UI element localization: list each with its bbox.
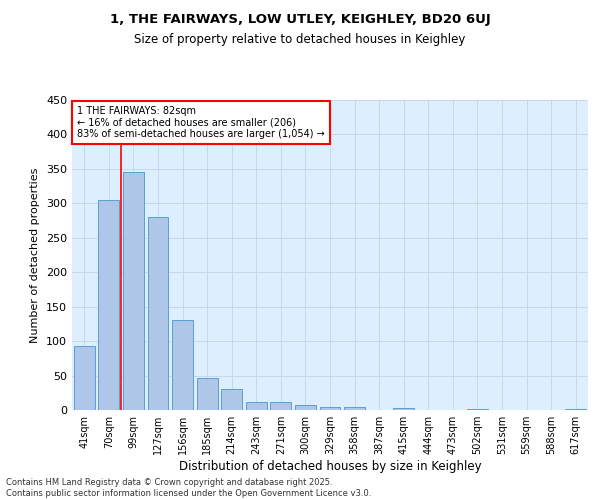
X-axis label: Distribution of detached houses by size in Keighley: Distribution of detached houses by size …	[179, 460, 481, 473]
Bar	[344, 406, 365, 410]
Bar	[197, 378, 218, 410]
Bar	[246, 402, 267, 410]
Text: Contains HM Land Registry data © Crown copyright and database right 2025.
Contai: Contains HM Land Registry data © Crown c…	[6, 478, 371, 498]
Bar	[271, 402, 292, 410]
Text: 1, THE FAIRWAYS, LOW UTLEY, KEIGHLEY, BD20 6UJ: 1, THE FAIRWAYS, LOW UTLEY, KEIGHLEY, BD…	[110, 12, 490, 26]
Bar	[295, 405, 316, 410]
Bar	[172, 320, 193, 410]
Bar	[320, 406, 340, 410]
Bar	[148, 217, 169, 410]
Bar	[221, 390, 242, 410]
Bar	[393, 408, 414, 410]
Text: Size of property relative to detached houses in Keighley: Size of property relative to detached ho…	[134, 32, 466, 46]
Bar	[98, 200, 119, 410]
Y-axis label: Number of detached properties: Number of detached properties	[31, 168, 40, 342]
Bar	[74, 346, 95, 410]
Bar	[123, 172, 144, 410]
Text: 1 THE FAIRWAYS: 82sqm
← 16% of detached houses are smaller (206)
83% of semi-det: 1 THE FAIRWAYS: 82sqm ← 16% of detached …	[77, 106, 325, 140]
